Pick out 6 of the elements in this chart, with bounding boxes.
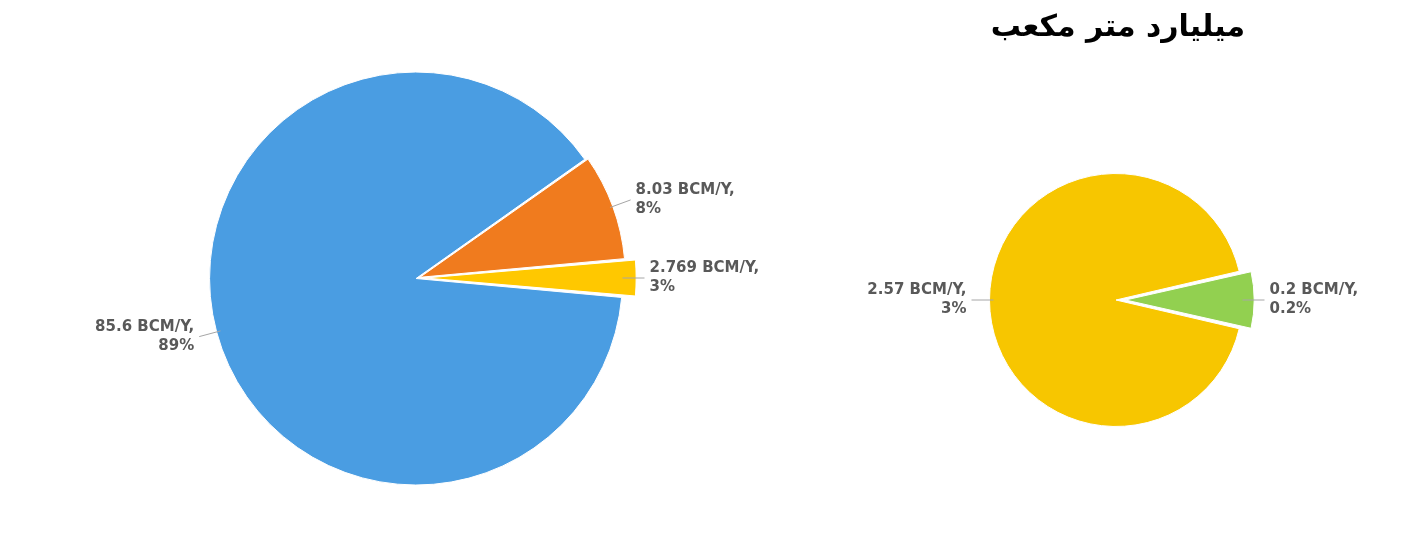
chart-title: میلیارد متر مکعب [990, 8, 1246, 45]
data-label: 2.769 BCM/Y, 3% [649, 258, 760, 296]
data-label: 8.03 BCM/Y, 8% [635, 180, 735, 218]
data-label: 85.6 BCM/Y, 89% [95, 316, 195, 354]
data-label: 0.2 BCM/Y, 0.2% [1269, 280, 1359, 318]
data-label: 2.57 BCM/Y, 3% [867, 280, 967, 318]
